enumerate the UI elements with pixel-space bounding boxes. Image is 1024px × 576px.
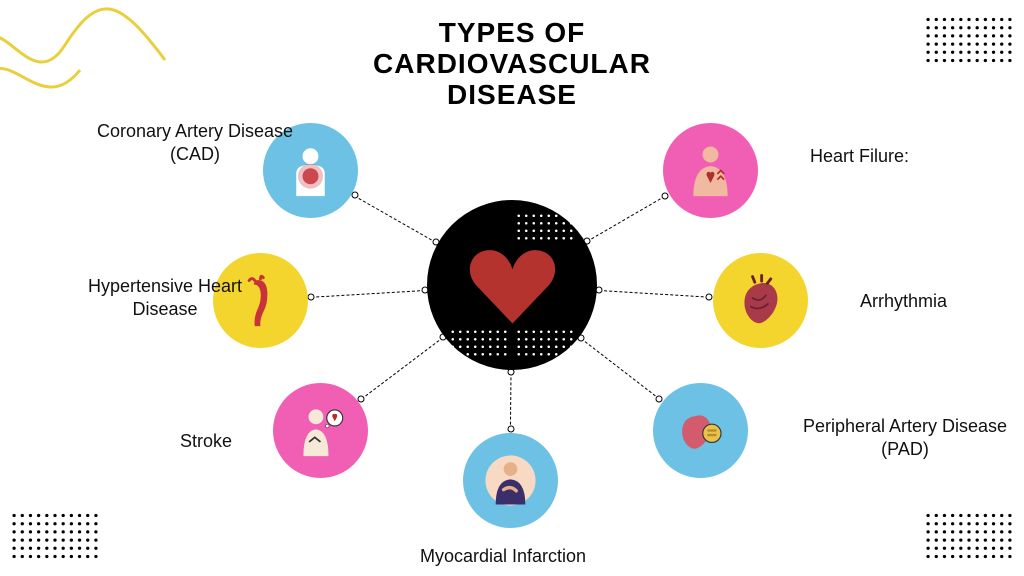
label-pad: Peripheral Artery Disease (PAD) — [800, 415, 1010, 460]
label-hypertensive: Hypertensive Heart Disease — [60, 275, 270, 320]
connector-end-hypertensive — [308, 293, 315, 300]
dot-grid-bottom-right — [924, 506, 1014, 566]
label-stroke: Stroke — [180, 430, 232, 453]
connector-arrhythmia — [599, 290, 709, 298]
connector-end-arrhythmia — [705, 293, 712, 300]
connector-pad — [581, 338, 660, 399]
connector-heart-failure — [587, 196, 666, 242]
label-heart-failure: Heart Filure: — [810, 145, 909, 168]
node-arrhythmia — [713, 253, 808, 348]
center-hub — [427, 200, 597, 370]
hub-dots-br — [515, 328, 575, 358]
connector-cad — [355, 196, 437, 243]
node-mi — [463, 433, 558, 528]
title-line-1: TYPES OF — [373, 18, 651, 49]
squiggle-decoration — [0, 0, 170, 110]
label-arrhythmia: Arrhythmia — [860, 290, 947, 313]
hub-dots-bl — [449, 328, 509, 358]
label-mi: Myocardial Infarction — [420, 545, 586, 568]
label-cad: Coronary Artery Disease (CAD) — [90, 120, 300, 165]
hub-dots-tr — [515, 212, 575, 242]
connector-mi — [510, 372, 512, 429]
title-line-3: DISEASE — [373, 80, 651, 111]
title-line-2: CARDIOVASCULAR — [373, 49, 651, 80]
connector-end-mi — [507, 425, 514, 432]
node-stroke — [273, 383, 368, 478]
page-title: TYPES OF CARDIOVASCULAR DISEASE — [373, 18, 651, 110]
dot-grid-top-right — [924, 10, 1014, 70]
heart-icon — [465, 238, 560, 333]
node-heart-failure — [663, 123, 758, 218]
dot-grid-bottom-left — [10, 506, 100, 566]
connector-hypertensive — [311, 290, 425, 298]
node-pad — [653, 383, 748, 478]
connector-stroke — [361, 338, 443, 400]
